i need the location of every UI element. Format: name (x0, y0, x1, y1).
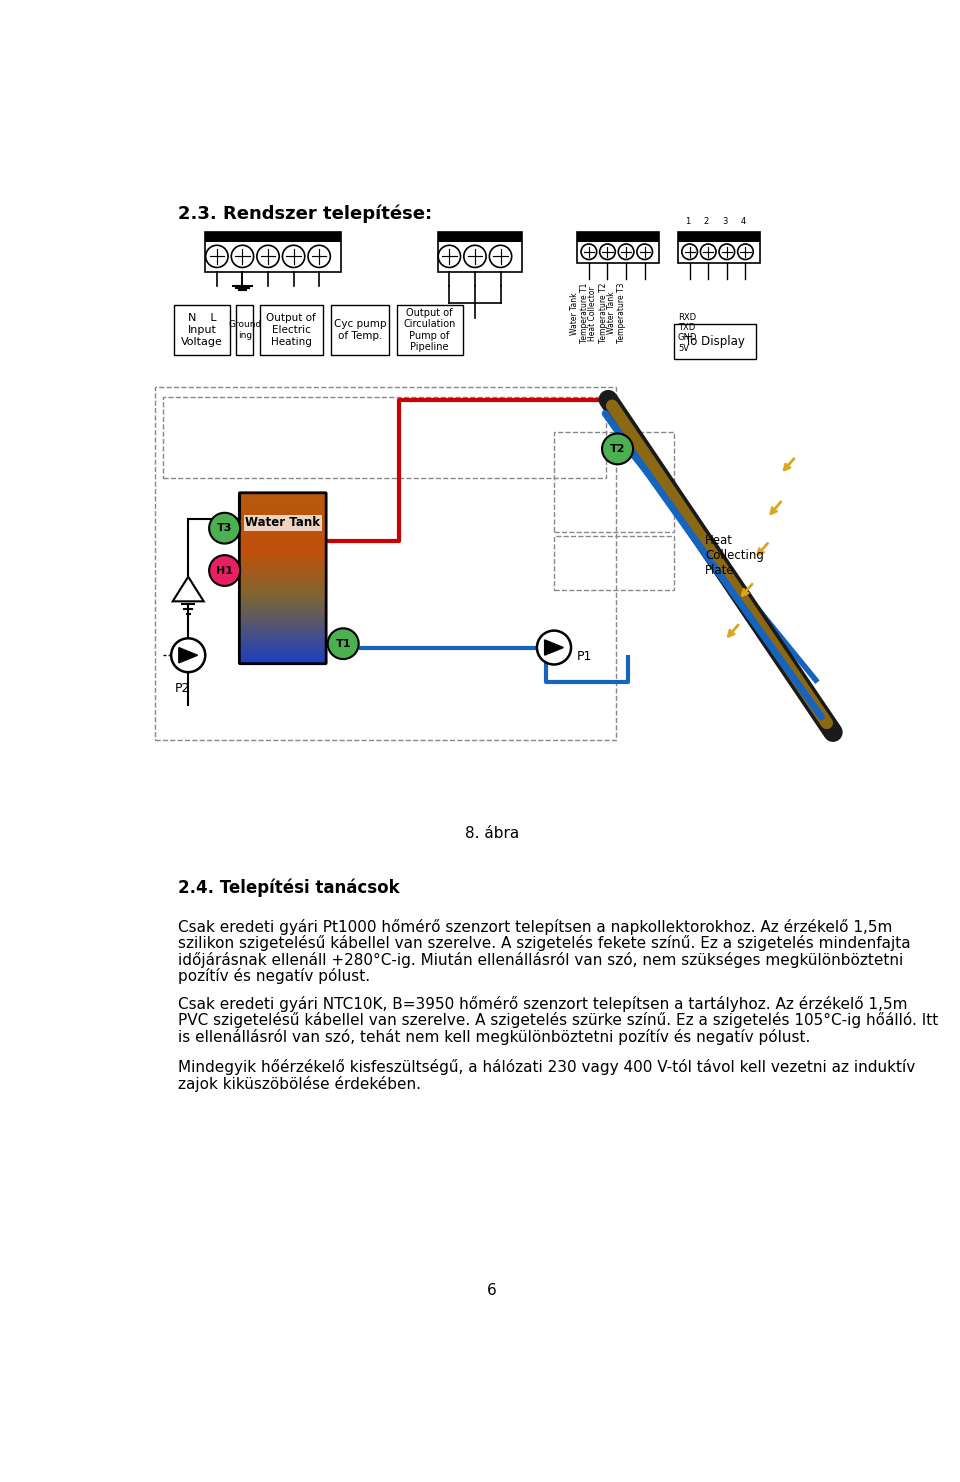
Bar (259, 305, 324, 356)
Text: időjárásnak ellenáll +280°C-ig. Miután ellenállásról van szó, nem szükséges megk: időjárásnak ellenáll +280°C-ig. Miután e… (179, 951, 903, 968)
Circle shape (231, 246, 253, 267)
Text: N    L
Input
Voltage: N L Input Voltage (181, 313, 223, 347)
Text: 4: 4 (740, 216, 746, 225)
Text: T2: T2 (610, 445, 625, 453)
Bar (205, 231, 341, 242)
Text: Water Tank
Temperature T3: Water Tank Temperature T3 (607, 283, 627, 344)
Polygon shape (179, 648, 198, 662)
Circle shape (282, 246, 304, 267)
Circle shape (308, 246, 330, 267)
Text: 2.4. Telepítési tanácsok: 2.4. Telepítési tanácsok (179, 879, 399, 897)
Bar (554, 431, 674, 532)
Bar (175, 305, 230, 356)
Text: 2: 2 (704, 216, 708, 225)
Circle shape (682, 245, 697, 259)
Text: 3: 3 (722, 216, 727, 225)
Bar (438, 231, 522, 271)
Bar (155, 387, 616, 740)
Circle shape (490, 246, 512, 267)
Circle shape (636, 245, 653, 259)
Text: zajok kiküszöbölése érdekében.: zajok kiküszöbölése érdekében. (179, 1076, 421, 1092)
Circle shape (602, 433, 633, 464)
Text: Heat Collector
Temperature T2: Heat Collector Temperature T2 (588, 283, 608, 344)
Circle shape (327, 628, 359, 659)
Text: H1: H1 (216, 566, 233, 575)
Circle shape (205, 246, 228, 267)
Text: Csak eredeti gyári Pt1000 hőmérő szenzort telepítsen a napkollektorokhoz. Az érz: Csak eredeti gyári Pt1000 hőmérő szenzor… (179, 919, 893, 935)
Bar (577, 231, 660, 242)
Text: Output of
Electric
Heating: Output of Electric Heating (266, 313, 316, 347)
Text: PVC szigetelésű kábellel van szerelve. A szigetelés szürke színű. Ez a szigetelé: PVC szigetelésű kábellel van szerelve. A… (179, 1012, 938, 1029)
Polygon shape (173, 576, 204, 602)
Circle shape (618, 245, 634, 259)
Text: Output of
Circulation
Pump of
Pipeline: Output of Circulation Pump of Pipeline (403, 307, 456, 353)
Text: P2: P2 (175, 682, 190, 695)
Bar (674, 325, 756, 359)
Text: Cyc pump
of Temp.: Cyc pump of Temp. (334, 319, 386, 341)
Text: pozítív és negatív pólust.: pozítív és negatív pólust. (179, 968, 371, 984)
Polygon shape (544, 640, 564, 655)
Bar (678, 231, 760, 242)
Circle shape (464, 246, 486, 267)
Text: Ground
ing: Ground ing (228, 320, 261, 339)
Bar (554, 536, 674, 590)
Bar (162, 397, 606, 479)
Circle shape (719, 245, 734, 259)
Circle shape (737, 245, 754, 259)
Text: szilikon szigetelésű kábellel van szerelve. A szigetelés fekete színű. Ez a szig: szilikon szigetelésű kábellel van szerel… (179, 935, 911, 951)
Text: T1: T1 (335, 639, 351, 649)
Circle shape (171, 639, 205, 673)
Circle shape (701, 245, 716, 259)
Text: RXD
TXD
GND
5V: RXD TXD GND 5V (678, 313, 697, 353)
Bar (577, 231, 660, 262)
Circle shape (600, 245, 615, 259)
Circle shape (257, 246, 279, 267)
Text: 8. ábra: 8. ábra (465, 825, 519, 842)
Text: Csak eredeti gyári NTC10K, B=3950 hőmérő szenzort telepítsen a tartályhoz. Az ér: Csak eredeti gyári NTC10K, B=3950 hőmérő… (179, 996, 907, 1012)
Text: 2.3. Rendszer telepítése:: 2.3. Rendszer telepítése: (179, 205, 432, 224)
Text: 1: 1 (684, 216, 690, 225)
Bar (438, 231, 522, 242)
Text: is ellenállásról van szó, tehát nem kell megkülönböztetni pozítív és negatív pól: is ellenállásról van szó, tehát nem kell… (179, 1029, 810, 1045)
Circle shape (537, 631, 571, 664)
Text: Heat
Collecting
Plate: Heat Collecting Plate (706, 534, 764, 576)
Bar (396, 305, 463, 356)
Bar (331, 305, 389, 356)
Text: To Display: To Display (684, 335, 745, 348)
Circle shape (438, 246, 461, 267)
Text: Mindegyik hőérzékelő kisfeszültségű, a hálózati 230 vagy 400 V-tól távol kell ve: Mindegyik hőérzékelő kisfeszültségű, a h… (179, 1060, 916, 1076)
Text: 6: 6 (487, 1283, 497, 1298)
Text: Water Tank
Temperature T1: Water Tank Temperature T1 (570, 283, 589, 344)
Circle shape (581, 245, 597, 259)
Text: P1: P1 (577, 651, 592, 664)
Text: Water Tank: Water Tank (245, 516, 321, 529)
Text: T3: T3 (217, 523, 232, 534)
Bar (205, 231, 341, 271)
Circle shape (209, 556, 240, 585)
Bar (236, 305, 253, 356)
Bar (678, 231, 760, 262)
Circle shape (209, 513, 240, 544)
